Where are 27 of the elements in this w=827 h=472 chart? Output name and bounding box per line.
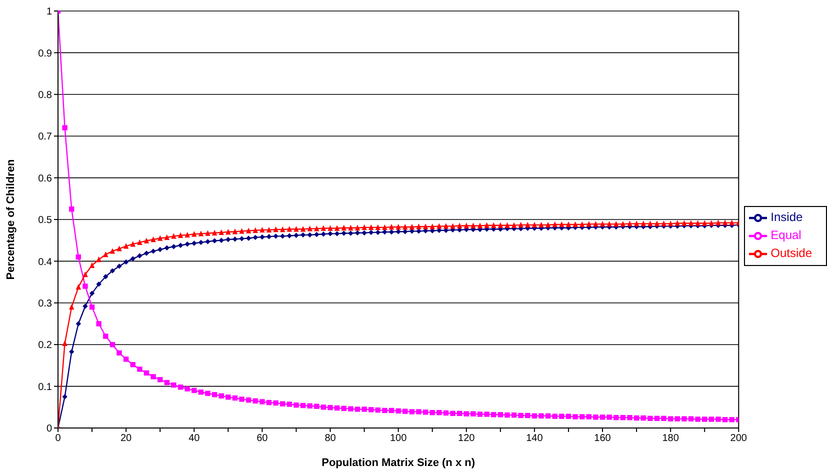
y-tick-label: 0.5 <box>38 215 52 226</box>
y-tick-label: 0.8 <box>38 90 52 101</box>
x-tick-label: 160 <box>594 433 612 444</box>
y-tick-label: 0.4 <box>38 256 52 268</box>
x-tick-label: 60 <box>256 433 268 444</box>
x-axis-title: Population Matrix Size (n x n) <box>322 457 476 469</box>
x-tick-label: 0 <box>55 433 62 444</box>
legend-label: Inside <box>770 210 803 224</box>
y-tick-label: 0.2 <box>38 340 52 352</box>
x-tick-label: 180 <box>662 433 680 444</box>
y-tick-label: 0.3 <box>38 298 52 310</box>
x-tick-label: 200 <box>730 433 748 444</box>
x-tick-label: 80 <box>324 433 336 444</box>
y-tick-label: 0.7 <box>38 132 52 143</box>
x-tick-label: 20 <box>120 433 132 444</box>
legend-label: Outside <box>770 246 812 260</box>
y-tick-label: 1 <box>46 6 52 18</box>
x-tick-label: 120 <box>458 433 476 444</box>
y-tick-label: 0.1 <box>38 382 52 393</box>
y-tick-label: 0.9 <box>38 48 52 60</box>
x-tick-label: 100 <box>390 433 408 444</box>
y-axis-title: Percentage of Children <box>4 159 17 280</box>
y-tick-label: 0.6 <box>38 173 52 184</box>
legend-label: Equal <box>770 228 802 242</box>
x-tick-label: 140 <box>526 433 544 444</box>
x-tick-label: 40 <box>188 433 200 444</box>
y-tick-label: 0 <box>46 424 52 435</box>
